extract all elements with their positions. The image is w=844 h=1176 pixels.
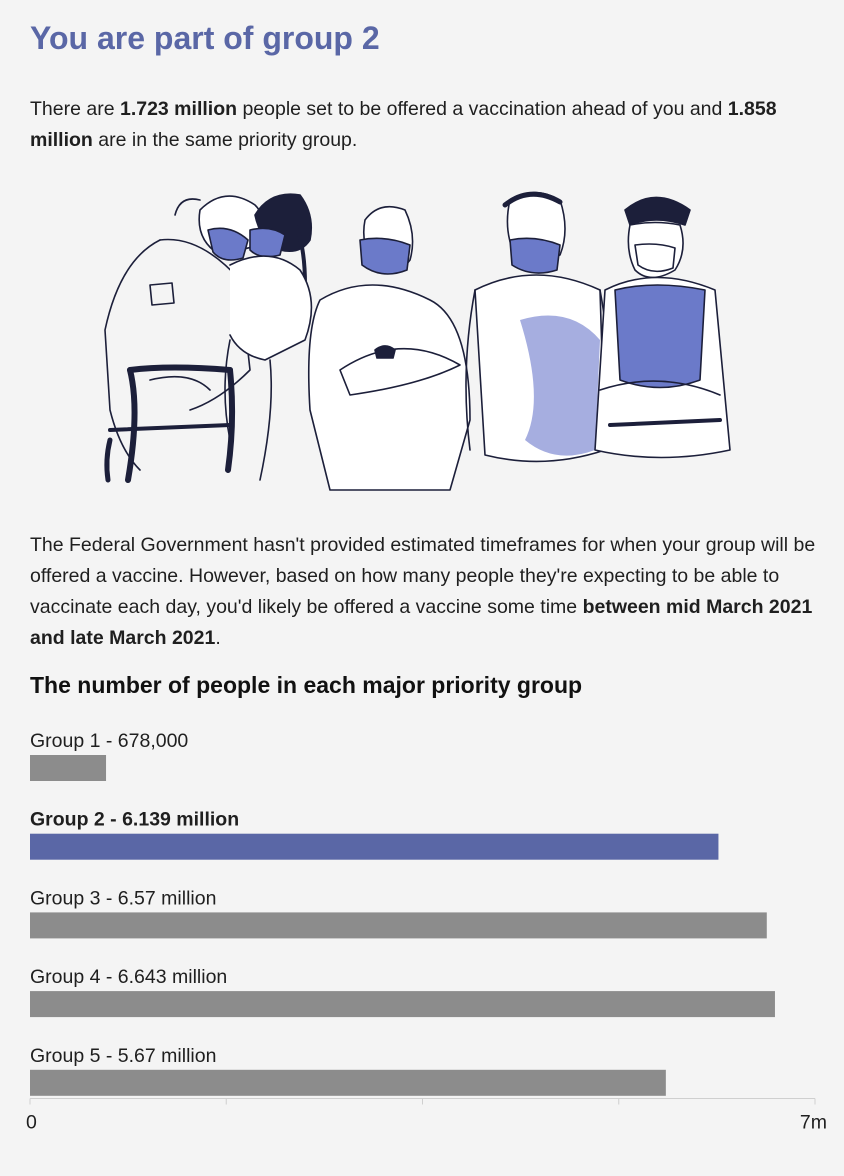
x-tick-label-max: 7m: [800, 1112, 827, 1134]
bar-group-3: [30, 912, 767, 939]
bar-label-group-1: Group 1 - 678,000: [30, 730, 188, 752]
bar-group-4: [30, 991, 775, 1018]
bar-group-1: [30, 755, 107, 781]
page-title: You are part of group 2: [30, 20, 380, 56]
chart-title: The number of people in each major prior…: [30, 672, 583, 698]
intro-pre: There are: [30, 98, 120, 120]
nurse-figure: [224, 193, 313, 481]
man-crossed-arms-figure: [307, 205, 471, 491]
same-group-count: 1.858 million: [30, 98, 777, 151]
ahead-count: 1.723 million: [119, 98, 238, 120]
man-tshirt-figure: [465, 191, 610, 463]
security-guard-figure: [594, 196, 731, 459]
intro-paragraph: There are 1.723 million people set to be…: [30, 94, 830, 156]
timeframe-paragraph: The Federal Government hasn't provided e…: [30, 530, 830, 654]
timeframe-range: between mid March 2021 and late March 20…: [30, 596, 813, 649]
timeframe-pre: The Federal Government hasn't provided e…: [30, 534, 816, 618]
bar-label-group-4: Group 4 - 6.643 million: [30, 966, 227, 988]
x-tick-label-min: 0: [26, 1112, 37, 1134]
bar-group-5: [30, 1069, 666, 1096]
bar-group-2: [30, 833, 719, 860]
bar-label-group-2: Group 2 - 6.139 million: [30, 809, 239, 831]
priority-group-bar-chart: Group 1 - 678,000 Group 2 - 6.139 million…: [26, 730, 827, 1134]
bar-label-group-3: Group 3 - 6.57 million: [30, 887, 216, 909]
bar-label-group-5: Group 5 - 5.67 million: [30, 1045, 216, 1067]
timeframe-post: .: [215, 627, 221, 649]
intro-mid: people set to be offered a vaccination a…: [237, 98, 728, 120]
intro-post: are in the same priority group.: [92, 129, 358, 151]
healthcare-workers-illustration: [104, 191, 731, 491]
